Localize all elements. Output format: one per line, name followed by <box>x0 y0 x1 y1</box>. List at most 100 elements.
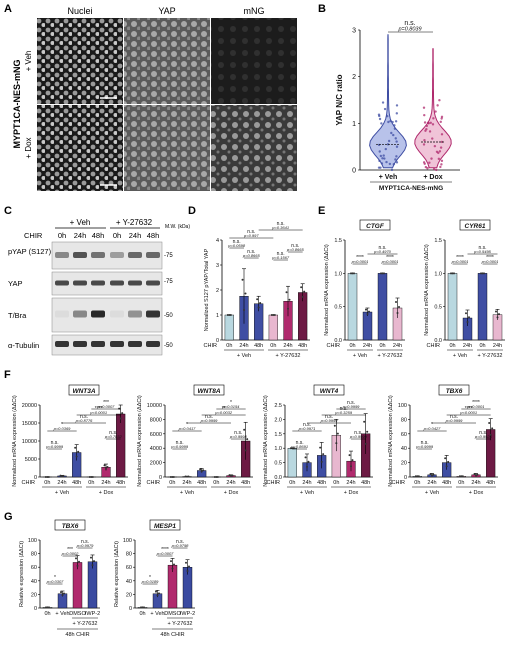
blot-bands <box>55 252 160 347</box>
group-label: + Dox <box>344 490 359 496</box>
row-label-dox: + Dox <box>24 137 33 158</box>
p-value-label: p=0.9979 <box>76 543 95 548</box>
y-tick-label: 80 <box>126 552 132 558</box>
x-tick-label: 0h <box>458 480 464 486</box>
data-point <box>76 564 79 567</box>
violin-point <box>440 163 443 166</box>
y-tick-label: 1.0 <box>334 271 342 277</box>
violin-point <box>422 161 426 164</box>
x-tick-label: 48h <box>197 480 206 486</box>
data-point <box>322 453 325 456</box>
data-point <box>461 475 464 478</box>
blot-mw-yap: -75 <box>164 279 173 285</box>
violin-point <box>422 143 426 146</box>
x-tick-label: 24h <box>427 480 436 486</box>
p-value-label: p=0.1567 <box>271 255 290 260</box>
blot-band-3-2 <box>91 341 105 347</box>
data-point <box>121 412 124 415</box>
x-tick-label: 48h <box>442 480 451 486</box>
violin-point <box>395 161 399 164</box>
violin-point <box>431 123 435 126</box>
data-point <box>119 417 122 420</box>
group-label: + Veh <box>55 490 69 496</box>
violin-point <box>389 119 392 123</box>
x-tick-label: 0h <box>289 480 295 486</box>
y-tick-label: 40 <box>401 446 407 452</box>
chart-d: 0 1 2 3 4 Normalized S127 pYAP/Total YAP 0h 24h… <box>204 221 310 359</box>
bar <box>477 273 488 341</box>
blot-band-1-4 <box>128 280 142 286</box>
x-tick-label: 48h <box>298 343 307 349</box>
violin-point <box>439 165 442 169</box>
bar <box>377 273 388 341</box>
data-point <box>46 606 49 609</box>
p-value-label: p=0.8039 <box>397 27 421 33</box>
y-tick-label: 20 <box>126 592 132 598</box>
data-point <box>306 465 308 468</box>
data-point <box>416 475 419 478</box>
blot-band-2-1 <box>73 310 87 318</box>
image-mng-dox <box>211 105 297 191</box>
data-point <box>495 310 497 313</box>
row-label-veh: + Veh <box>24 51 33 72</box>
p-value-label: p=0.0007 <box>97 404 116 409</box>
gene-title: MESP1 <box>154 523 176 530</box>
data-point <box>320 460 323 463</box>
data-point <box>488 422 491 424</box>
sig-label: n.s. <box>303 422 311 428</box>
violin-point <box>378 117 382 121</box>
violin-point <box>431 137 434 140</box>
data-point <box>243 309 245 311</box>
blot-band-2-5 <box>146 310 160 318</box>
y-tick-label: 2000 <box>150 461 162 467</box>
p-value-label: p=0.0417 <box>178 426 197 431</box>
x-tick-label: 0h <box>226 343 232 349</box>
data-point <box>270 314 273 316</box>
x-tick-label: 0h <box>88 480 94 486</box>
panel-a-micrographs: Nuclei YAP mNG + Veh + Dox MYPT1CA-NES-m… <box>12 6 297 191</box>
group-label: + Veh <box>453 353 467 359</box>
data-point <box>187 475 190 478</box>
data-point <box>231 474 234 477</box>
y-tick-label: 0.5 <box>434 305 442 311</box>
data-point <box>301 295 304 298</box>
chir-label: CHIR <box>427 343 440 349</box>
col-label-nuclei: Nuclei <box>67 6 92 16</box>
y-tick-label: 60 <box>401 432 407 438</box>
data-point <box>366 430 369 433</box>
data-point <box>173 563 175 566</box>
panel-letter-g: G <box>4 511 13 523</box>
data-point <box>170 560 172 563</box>
bar <box>362 311 373 341</box>
p-value-label: p=0.0598 <box>227 243 246 248</box>
violin-point <box>425 124 429 128</box>
p-value-label: p=0.0307 <box>46 579 65 584</box>
y-tick-label: 0 <box>34 606 37 612</box>
sig-label: * <box>54 575 56 581</box>
violin-point <box>383 107 387 111</box>
group-label: + Dox <box>224 490 239 496</box>
bar <box>287 448 297 478</box>
violin-point <box>423 121 427 124</box>
violin-point <box>381 157 384 160</box>
violin-point <box>434 110 437 113</box>
data-point <box>417 475 420 478</box>
data-point <box>480 272 482 275</box>
x-tick-label: 48h <box>116 480 125 486</box>
gene-title-box <box>359 219 391 231</box>
violin-point <box>424 165 428 169</box>
data-point <box>244 449 247 452</box>
sig-label: n.s. <box>479 430 487 436</box>
y-axis-label: YAP N/C ratio <box>335 74 344 125</box>
sig-label: n.s. <box>247 229 255 235</box>
p-value-label: p=0.8776 <box>75 418 94 423</box>
data-point <box>246 438 249 441</box>
data-point <box>303 290 306 293</box>
violin-point <box>384 147 387 151</box>
y-axis-label: Relative expression (ΔΔCt) <box>19 541 25 607</box>
y-axis-label: Relative expression (ΔΔCt) <box>114 541 120 607</box>
group-label: + Y-27632 <box>168 621 193 627</box>
col-label-mng: mNG <box>244 6 265 16</box>
p-value-label: p=0.0369 <box>53 426 72 431</box>
blot-lane-3: 48h <box>92 231 105 240</box>
